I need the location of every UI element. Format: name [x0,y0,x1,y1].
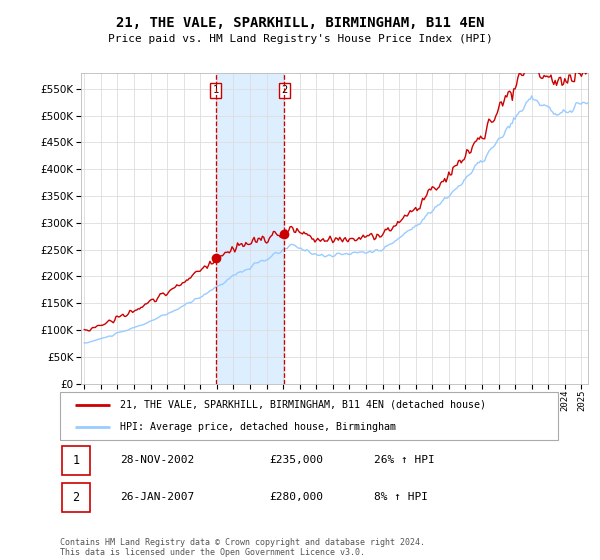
Text: £280,000: £280,000 [269,492,323,502]
Text: HPI: Average price, detached house, Birmingham: HPI: Average price, detached house, Birm… [120,422,396,432]
Text: Contains HM Land Registry data © Crown copyright and database right 2024.
This d: Contains HM Land Registry data © Crown c… [60,538,425,557]
Bar [62,446,90,475]
Text: 21, THE VALE, SPARKHILL, BIRMINGHAM, B11 4EN: 21, THE VALE, SPARKHILL, BIRMINGHAM, B11… [116,16,484,30]
Text: 1: 1 [73,454,80,467]
Bar [62,483,90,512]
Text: 26% ↑ HPI: 26% ↑ HPI [374,455,434,465]
Text: 1: 1 [212,85,218,95]
Text: 28-NOV-2002: 28-NOV-2002 [120,455,194,465]
Text: 21, THE VALE, SPARKHILL, BIRMINGHAM, B11 4EN (detached house): 21, THE VALE, SPARKHILL, BIRMINGHAM, B11… [120,400,486,410]
Text: £235,000: £235,000 [269,455,323,465]
Text: 26-JAN-2007: 26-JAN-2007 [120,492,194,502]
Text: 2: 2 [281,85,287,95]
Text: Price paid vs. HM Land Registry's House Price Index (HPI): Price paid vs. HM Land Registry's House … [107,34,493,44]
Text: 8% ↑ HPI: 8% ↑ HPI [374,492,428,502]
Text: 2: 2 [73,491,80,504]
Bar [215,73,284,384]
